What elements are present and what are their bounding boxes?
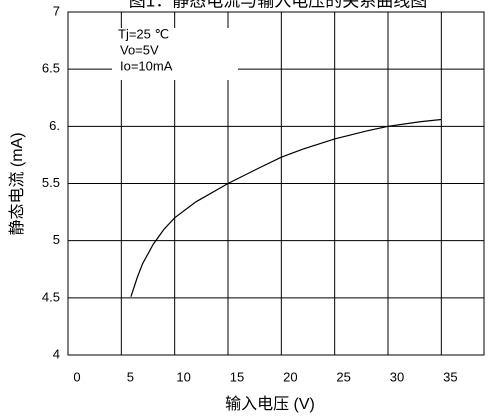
- x-tick-label: 35: [443, 369, 457, 384]
- x-tick-label: 20: [283, 369, 297, 384]
- x-tick-label: 30: [390, 369, 404, 384]
- y-tick-label: 5.5: [42, 175, 60, 190]
- y-tick-label: 5: [53, 232, 60, 247]
- y-tick-label: 4: [53, 346, 60, 361]
- x-tick-label: 5: [127, 369, 134, 384]
- annotation-box: [112, 28, 238, 80]
- plot-frame: [67, 11, 485, 356]
- x-tick-label: 0: [73, 369, 80, 384]
- y-tick-label: 6.5: [42, 61, 60, 76]
- data-line: [130, 118, 442, 297]
- y-tick-label: 7: [53, 3, 60, 18]
- y-tick-label: 4.5: [42, 289, 60, 304]
- x-tick-label: 10: [176, 369, 190, 384]
- y-axis-label: 静态电流 (mA): [8, 132, 26, 235]
- annotation: Tj=25 ℃: [118, 26, 169, 41]
- x-axis-label: 输入电压 (V): [225, 395, 315, 413]
- x-tick-label: 15: [230, 369, 244, 384]
- x-tick-label: 25: [336, 369, 350, 384]
- annotation: Io=10mA: [120, 58, 173, 73]
- annotation: Vo=5V: [120, 42, 159, 57]
- chart-title: 图1：静态电流与输入电压的关系曲线图: [129, 0, 427, 10]
- y-tick-label: 6.: [49, 118, 60, 133]
